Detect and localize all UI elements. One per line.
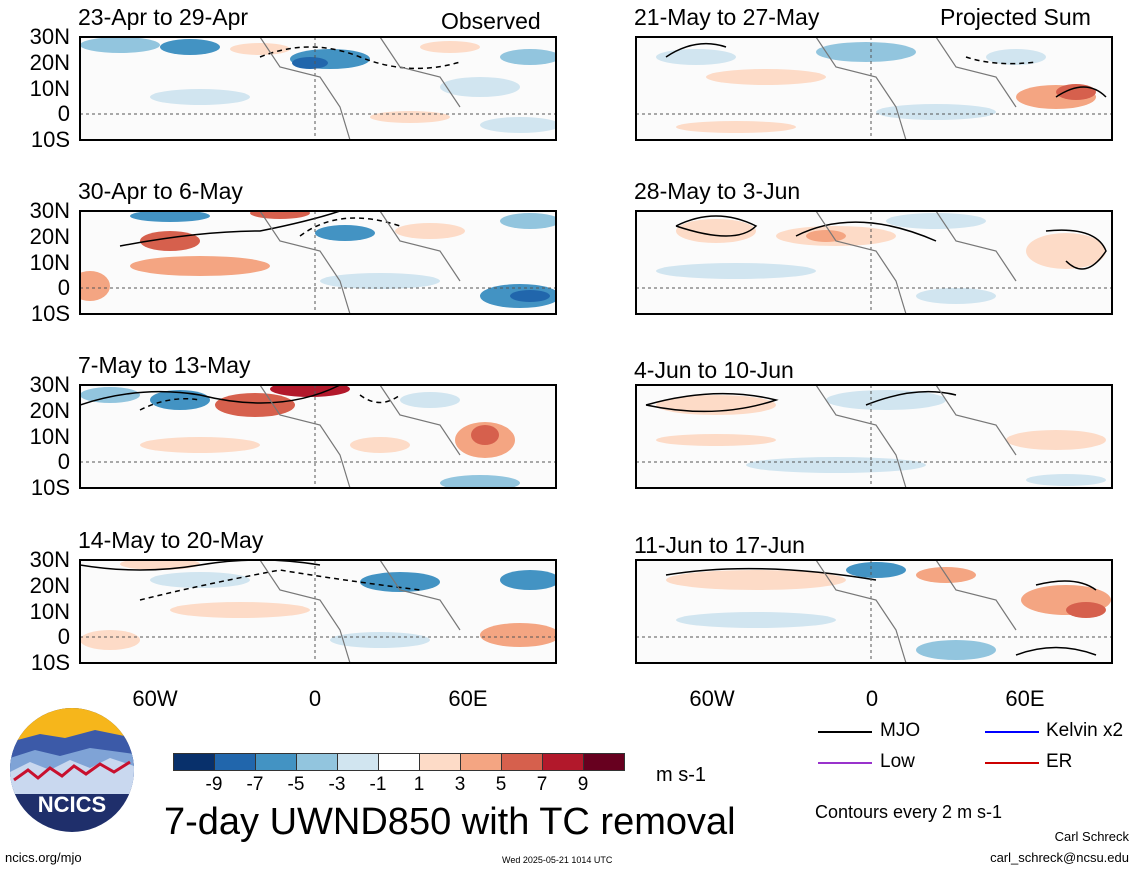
map-panel-left-3	[80, 385, 556, 488]
map-panel-right-3	[636, 385, 1112, 488]
contour-note: Contours every 2 m s-1	[815, 802, 1003, 822]
lat-label: 10N	[29, 250, 70, 275]
footer-website: ncics.org/mjo	[5, 850, 82, 865]
ncics-logo: NCICS	[10, 708, 134, 832]
lon-label-right-60e: 60E	[1005, 686, 1045, 711]
lon-label-right-0: 0	[865, 686, 879, 711]
panel-title-right-3: 4-Jun to 10-Jun	[634, 357, 794, 383]
observed-label: Observed	[441, 8, 541, 34]
lon-label-left-0: 0	[308, 686, 322, 711]
lat-label: 0	[57, 101, 70, 126]
lat-label: 10N	[29, 76, 70, 101]
panel-title-left-3: 7-May to 13-May	[78, 352, 251, 378]
legend-mjo-label: MJO	[880, 720, 921, 741]
panel-title-left-2: 30-Apr to 6-May	[78, 178, 243, 204]
colorbar-swatch	[173, 753, 215, 771]
lat-label: 30N	[29, 24, 70, 49]
colorbar-tick-label: -5	[287, 774, 305, 795]
colorbar-swatch	[542, 753, 584, 771]
colorbar-tick-label: -7	[246, 774, 264, 795]
lon-label-left-60w: 60W	[132, 686, 178, 711]
colorbar-tick-label: -9	[205, 774, 223, 795]
colorbar-swatch	[583, 753, 625, 771]
projected-sum-label: Projected Sum	[940, 4, 1091, 30]
colorbar-tick-label: 7	[536, 774, 548, 795]
footer-email: carl_schreck@ncsu.edu	[990, 850, 1129, 865]
panel-title-right-1: 21-May to 27-May	[634, 4, 820, 30]
logo-text: NCICS	[38, 792, 106, 817]
lat-label: 0	[57, 275, 70, 300]
legend-kelvin-line	[985, 731, 1039, 733]
legend-er-line	[985, 762, 1039, 764]
legend-low-line	[818, 762, 872, 764]
colorbar-swatch	[460, 753, 502, 771]
legend-er-label: ER	[1046, 751, 1073, 772]
panel-title-left-1: 23-Apr to 29-Apr	[78, 4, 249, 30]
lat-label: 30N	[29, 372, 70, 397]
lat-label: 10S	[30, 127, 70, 152]
lon-label-left-60e: 60E	[448, 686, 488, 711]
lat-label: 20N	[29, 50, 70, 75]
map-panel-right-1	[636, 37, 1112, 140]
footer-timestamp: Wed 2025-05-21 1014 UTC	[502, 855, 613, 865]
colorbar-tick-label: 9	[577, 774, 589, 795]
colorbar-swatch	[501, 753, 543, 771]
colorbar-tick-label: 5	[495, 774, 507, 795]
map-panel-right-4	[636, 560, 1112, 663]
colorbar-tick-label: -1	[369, 774, 387, 795]
map-panel-left-2	[80, 211, 556, 314]
map-panel-left-1	[80, 37, 556, 140]
legend-kelvin-label: Kelvin x2	[1046, 720, 1124, 741]
map-panel-right-2	[636, 211, 1112, 314]
lat-label: 30N	[29, 198, 70, 223]
lat-label: 0	[57, 449, 70, 474]
map-panel-left-4	[80, 560, 556, 663]
legend-low-label: Low	[880, 751, 915, 772]
lat-label: 10N	[29, 424, 70, 449]
lat-label: 10N	[29, 599, 70, 624]
lat-label: 30N	[29, 547, 70, 572]
lat-label: 20N	[29, 573, 70, 598]
colorbar-swatch	[214, 753, 256, 771]
panel-title-right-4: 11-Jun to 17-Jun	[634, 532, 805, 558]
colorbar-swatch	[337, 753, 379, 771]
panel-title-right-2: 28-May to 3-Jun	[634, 178, 801, 204]
lon-label-right-60w: 60W	[689, 686, 735, 711]
lat-label: 20N	[29, 224, 70, 249]
colorbar-units: m s-1	[656, 764, 706, 786]
panel-title-left-4: 14-May to 20-May	[78, 527, 264, 553]
lat-label: 10S	[30, 650, 70, 675]
colorbar-tick-label: -3	[328, 774, 346, 795]
lat-label: 10S	[30, 475, 70, 500]
footer-author: Carl Schreck	[1054, 829, 1129, 844]
lat-label: 10S	[30, 301, 70, 326]
colorbar-swatch	[255, 753, 297, 771]
lat-label: 20N	[29, 398, 70, 423]
lat-label: 0	[57, 624, 70, 649]
colorbar-tick-label: 3	[454, 774, 466, 795]
colorbar-swatch	[419, 753, 461, 771]
colorbar-swatch	[296, 753, 338, 771]
colorbar-tick-label: 1	[413, 774, 425, 795]
legend-mjo-line	[818, 731, 872, 733]
colorbar-swatch	[378, 753, 420, 771]
main-title: 7-day UWND850 with TC removal	[164, 801, 736, 843]
